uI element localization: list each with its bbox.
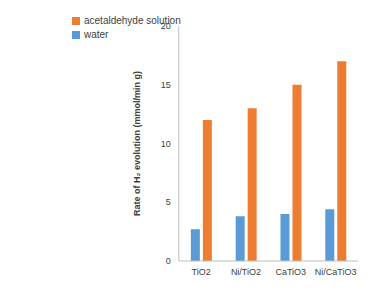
svg-text:Ni/CaTiO3: Ni/CaTiO3 <box>315 267 357 277</box>
svg-text:0: 0 <box>166 256 171 266</box>
svg-text:TiO2: TiO2 <box>192 267 211 277</box>
svg-text:5: 5 <box>166 197 171 207</box>
svg-text:10: 10 <box>161 139 171 149</box>
svg-text:15: 15 <box>161 80 171 90</box>
svg-text:20: 20 <box>161 21 171 31</box>
svg-text:Ni/TiO2: Ni/TiO2 <box>231 267 261 277</box>
svg-text:CaTiO3: CaTiO3 <box>275 267 306 277</box>
svg-text:Rate of H₂ evolution (mmol/min: Rate of H₂ evolution (mmol/min g) <box>132 71 142 216</box>
